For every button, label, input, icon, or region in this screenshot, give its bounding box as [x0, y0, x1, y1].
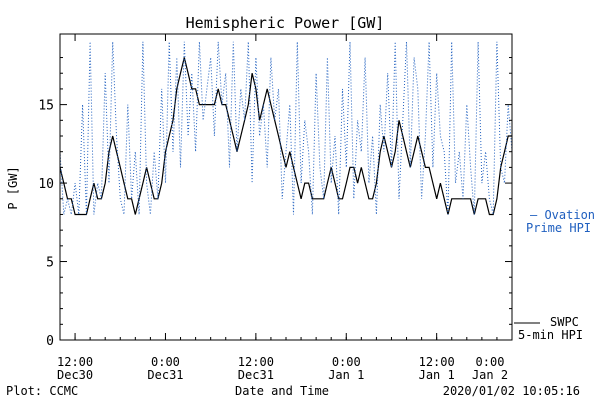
x-tick-label-time: 0:00: [151, 355, 180, 369]
footer-plot-credit: Plot: CCMC: [6, 384, 78, 398]
plot-frame: [59, 33, 513, 341]
x-tick-label-time: 0:00: [332, 355, 361, 369]
x-tick-label-date: Dec30: [57, 368, 93, 382]
series-line-swpc: [59, 57, 512, 216]
x-tick-label-date: Dec31: [147, 368, 183, 382]
legend-ovation-line2: Prime HPI: [526, 221, 591, 235]
x-tick-label-date: Dec31: [238, 368, 274, 382]
legend-swpc-line1: SWPC: [550, 315, 579, 329]
footer-timestamp: 2020/01/02 10:05:16: [443, 384, 580, 398]
y-tick-label: 15: [38, 99, 54, 114]
y-tick-label: 0: [46, 334, 54, 349]
x-axis-label: Date and Time: [235, 384, 329, 398]
y-tick-label: 10: [38, 177, 54, 192]
x-tick-label-time: 12:00: [238, 355, 274, 369]
series-layer: [59, 41, 513, 216]
chart-title: Hemispheric Power [GW]: [186, 14, 385, 32]
y-tick-label: 5: [46, 256, 54, 271]
x-tick-label-date: Jan 1: [419, 368, 455, 382]
legend-ovation-line1: — Ovation: [530, 208, 595, 222]
x-tick-label-time: 12:00: [57, 355, 93, 369]
legend-swpc-line2: 5-min HPI: [518, 328, 583, 342]
y-axis-label: P [GW]: [6, 166, 20, 209]
x-tick-label-date: Jan 1: [328, 368, 364, 382]
y-ticks: 0 5 10 15: [38, 57, 512, 349]
series-line-ovation: [59, 41, 513, 215]
x-tick-label-time: 0:00: [476, 355, 505, 369]
x-tick-label-time: 12:00: [419, 355, 455, 369]
x-tick-label-date: Jan 2: [472, 368, 508, 382]
